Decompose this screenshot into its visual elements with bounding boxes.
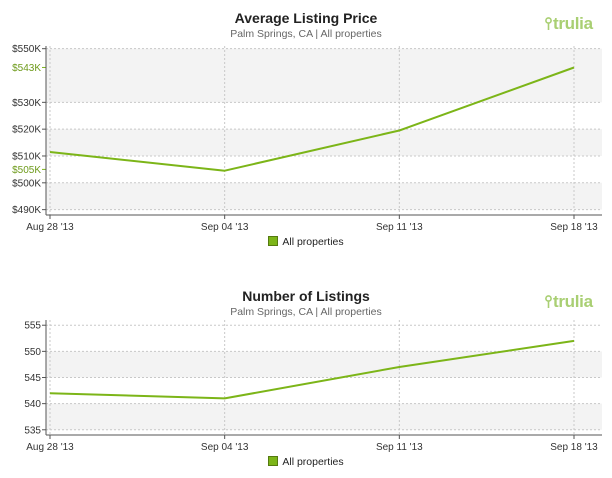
logo-text: trulia xyxy=(553,292,593,311)
series-line-all-properties xyxy=(49,66,575,172)
x-tick-label: Sep 04 '13 xyxy=(201,442,249,453)
legend-label: All properties xyxy=(282,456,344,468)
chart-title: Number of Listings xyxy=(242,288,370,304)
chart-title: Average Listing Price xyxy=(234,10,378,26)
highlight-tick-label: $543K xyxy=(12,63,41,74)
grid-band xyxy=(46,351,602,378)
y-tick-label: 540 xyxy=(24,399,41,410)
x-tick-label: Aug 28 '13 xyxy=(26,442,74,453)
trulia-logo: trulia xyxy=(545,14,593,36)
y-tick-label: 550 xyxy=(24,347,41,358)
chart-subtitle: Palm Springs, CA | All properties xyxy=(230,306,382,318)
x-tick-label: Sep 18 '13 xyxy=(550,222,598,233)
trulia-logo: trulia xyxy=(545,292,593,314)
x-tick-label: Sep 04 '13 xyxy=(201,222,249,233)
map-pin-icon xyxy=(545,294,552,314)
plot-area: 535 540 545 550 555 Aug 28 '13 Sep 04 '13 Sep 1… xyxy=(24,320,602,453)
y-tick-label: $500K xyxy=(12,178,41,189)
y-tick-label: 555 xyxy=(24,321,41,332)
logo-text: trulia xyxy=(553,14,593,33)
x-tick-label: Aug 28 '13 xyxy=(26,222,74,233)
x-tick-label: Sep 11 '13 xyxy=(376,222,423,233)
x-tick-label: Sep 11 '13 xyxy=(376,442,423,453)
y-tick-label: $490K xyxy=(12,205,41,216)
legend[interactable]: All properties xyxy=(0,236,612,248)
y-tick-label: 535 xyxy=(24,425,41,436)
series-line-all-properties xyxy=(49,339,575,400)
legend-swatch xyxy=(268,456,279,466)
legend-label: All properties xyxy=(282,236,344,248)
grid-band xyxy=(46,403,602,430)
y-tick-label: $530K xyxy=(12,98,41,109)
x-tick-label: Sep 18 '13 xyxy=(550,442,598,453)
grid-band xyxy=(46,129,602,156)
number-of-listings-chart: Number of Listings Palm Springs, CA | Al… xyxy=(0,278,612,478)
y-tick-label: $520K xyxy=(12,125,41,136)
chart-subtitle: Palm Springs, CA | All properties xyxy=(230,28,382,40)
highlight-tick-label: $505K xyxy=(12,165,41,176)
average-listing-price-chart: Average Listing Price Palm Springs, CA |… xyxy=(0,10,612,248)
map-pin-icon xyxy=(545,16,552,36)
legend-swatch xyxy=(268,236,279,246)
y-tick-label: $510K xyxy=(12,151,41,162)
y-tick-label: $550K xyxy=(12,44,41,55)
y-tick-label: 545 xyxy=(24,373,41,384)
plot-area: $490K $500K $510K $520K $530K $550K $505K $543K… xyxy=(12,44,602,233)
grid-band xyxy=(46,48,602,103)
grid-band xyxy=(46,182,602,210)
legend[interactable]: All properties xyxy=(0,456,612,468)
